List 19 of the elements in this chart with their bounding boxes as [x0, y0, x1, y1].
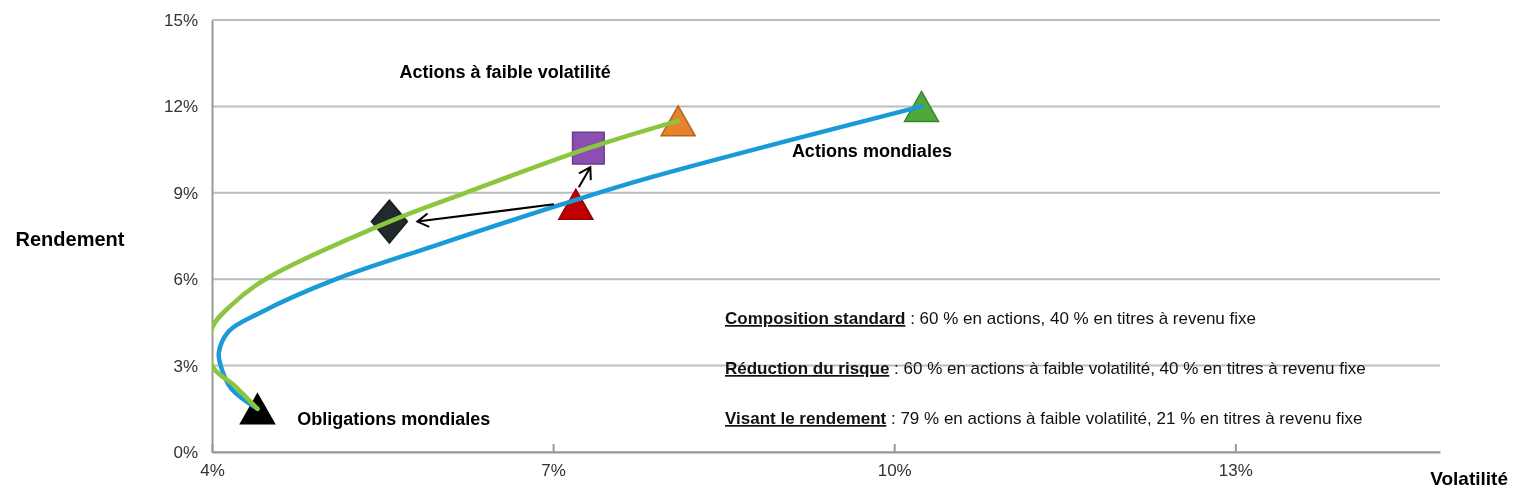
x-tick-label: 4% [200, 461, 225, 481]
y-tick-label: 6% [173, 270, 198, 290]
y-tick-label: 0% [173, 442, 198, 462]
x-axis-title: Volatilité [1430, 468, 1508, 489]
x-tick-label: 7% [541, 461, 566, 481]
annotation: Actions mondiales [791, 141, 952, 161]
y-tick-label: 15% [163, 10, 198, 30]
y-tick-label: 9% [173, 183, 198, 203]
y-axis-title: Rendement [15, 228, 125, 250]
y-tick-label: 12% [163, 97, 198, 117]
annotation: Actions à faible volatilité [399, 62, 611, 82]
annotation: Composition standard : 60 % en actions, 40 % en titres à revenu fixe [725, 309, 1256, 328]
annotation: Visant le rendement : 79 % en actions à faible volatilité, 21 % en titres à revenu fixe [725, 409, 1363, 428]
point [239, 393, 276, 425]
y-tick-label: 3% [173, 356, 198, 376]
x-tick-label: 10% [877, 461, 912, 481]
annotation: Obligations mondiales [297, 409, 491, 429]
x-tick-label: 13% [1218, 461, 1253, 481]
annotation: Réduction du risque : 60 % en actions à faible volatilité, 40 % en titres à revenu fixe [725, 359, 1366, 378]
